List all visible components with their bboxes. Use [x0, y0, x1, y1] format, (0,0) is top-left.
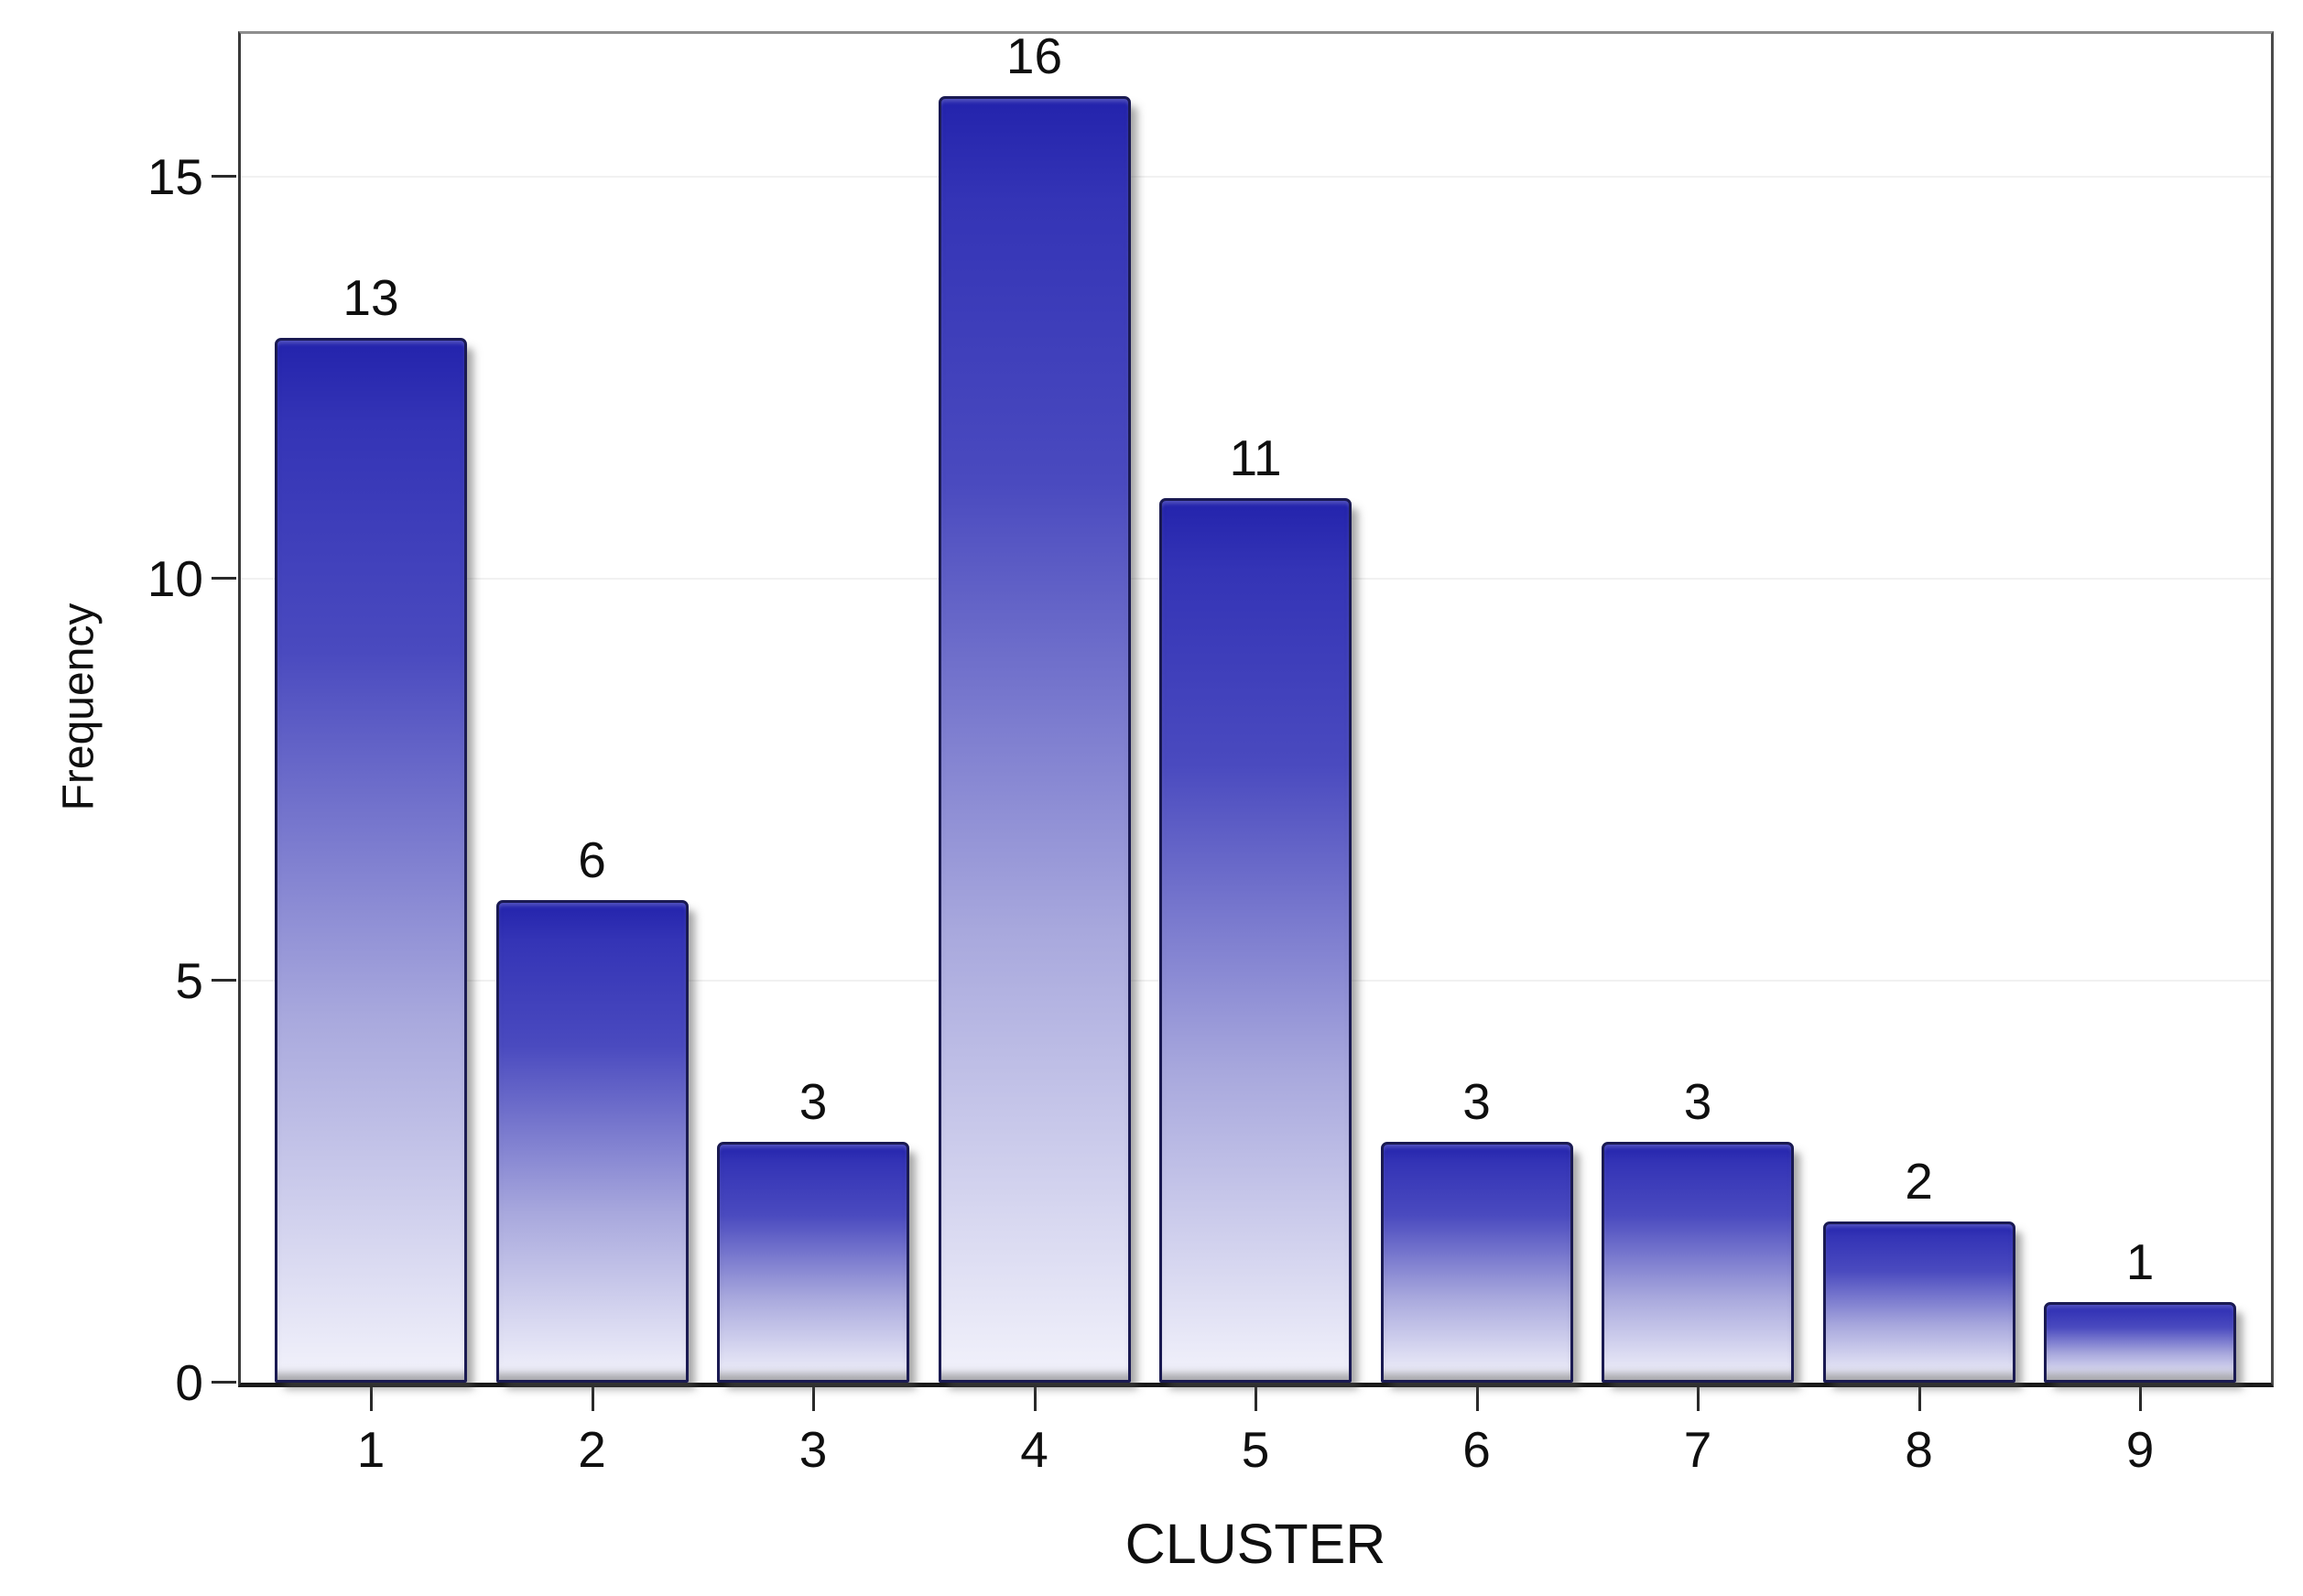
- bar: [275, 337, 467, 1383]
- x-tick: [1475, 1387, 1479, 1411]
- x-tick-label: 7: [1683, 1421, 1712, 1478]
- x-tick: [2139, 1387, 2142, 1411]
- bar: [1380, 1141, 1573, 1383]
- x-tick-label: 4: [1020, 1421, 1048, 1478]
- x-tick-label: 3: [798, 1421, 828, 1478]
- y-tick-label: 10: [147, 550, 203, 607]
- bar: [2044, 1302, 2236, 1383]
- x-tick-label: 5: [1241, 1421, 1270, 1478]
- y-tick: [212, 577, 236, 580]
- y-tick: [212, 175, 236, 178]
- bar: [1822, 1221, 2015, 1383]
- bar-value-label: 2: [1905, 1153, 1933, 1211]
- x-tick-label: 2: [578, 1421, 606, 1478]
- x-tick: [1697, 1387, 1700, 1411]
- bar-value-label: 13: [342, 268, 399, 326]
- y-axis-title: Frequency: [54, 603, 103, 811]
- bar: [717, 1141, 909, 1383]
- y-tick: [212, 979, 236, 982]
- x-tick: [812, 1387, 815, 1411]
- x-tick: [1255, 1387, 1257, 1411]
- y-tick-label: 5: [175, 952, 203, 1009]
- x-tick-label: 6: [1462, 1421, 1491, 1478]
- x-tick-label: 8: [1905, 1421, 1933, 1478]
- bar-value-label: 3: [1683, 1072, 1712, 1130]
- bar-value-label: 3: [1462, 1072, 1491, 1130]
- x-tick-label: 9: [2125, 1421, 2155, 1478]
- bar: [938, 96, 1131, 1383]
- x-tick: [1917, 1387, 1921, 1411]
- plot-area: 13 6 3 16 11 3 3 2 1: [238, 27, 2274, 1387]
- bar-value-label: 16: [1005, 27, 1063, 85]
- bar: [1159, 498, 1352, 1383]
- y-tick-label: 0: [175, 1354, 203, 1411]
- x-tick: [1033, 1387, 1037, 1411]
- x-tick-label: 1: [356, 1421, 386, 1478]
- bar-value-label: 11: [1229, 429, 1282, 487]
- bar: [1602, 1141, 1794, 1383]
- x-tick: [591, 1387, 594, 1411]
- y-tick: [212, 1381, 236, 1384]
- y-tick-label: 15: [147, 148, 203, 205]
- x-axis-title: CLUSTER: [1124, 1513, 1386, 1575]
- bar-value-label: 6: [578, 831, 606, 889]
- gridline: [241, 176, 2271, 178]
- bar-value-label: 1: [2125, 1233, 2155, 1291]
- bar: [495, 900, 689, 1383]
- x-tick: [370, 1387, 373, 1411]
- bar-value-label: 3: [798, 1072, 828, 1130]
